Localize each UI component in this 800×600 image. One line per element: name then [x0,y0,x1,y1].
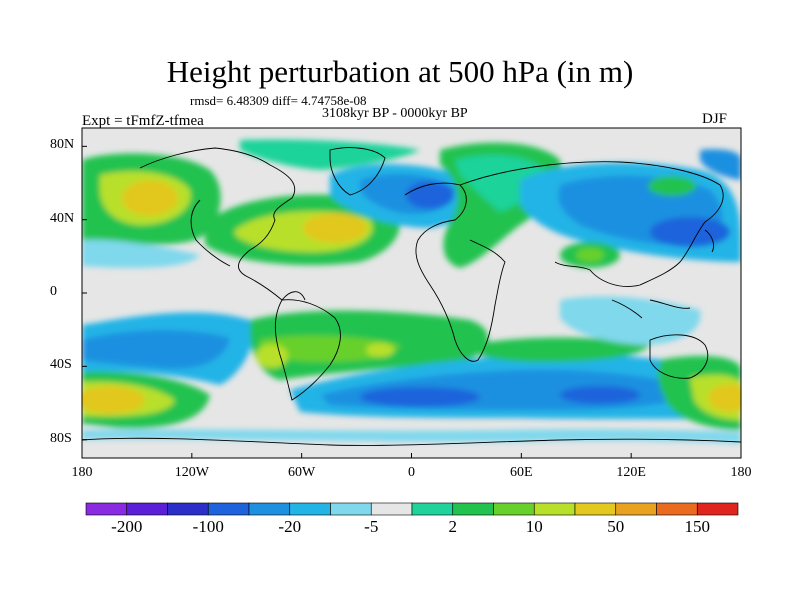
colorbar-label: -20 [278,517,302,536]
colorbar-swatch [411,502,454,516]
colorbar-label: -5 [364,517,379,536]
colorbar-swatch [330,502,372,516]
colorbar-swatch [452,502,494,516]
colorbar-swatch [493,502,535,516]
colorbar-label: 150 [684,517,711,536]
colorbar-label: -200 [111,517,143,536]
map-title: Height perturbation at 500 hPa (in m) [166,54,634,89]
colorbar-swatch [574,502,617,516]
contour-field [82,128,741,458]
lat-label: 80S [50,430,72,446]
colorbar-label: 2 [448,517,458,536]
colorbar-swatch [167,502,209,516]
colorbar-swatch [370,502,413,516]
colorbar-swatch [207,502,250,516]
lon-ticks [81,453,742,458]
lon-label: 0 [408,465,415,480]
colorbar-swatch [656,502,698,516]
colorbar-swatch [696,502,739,516]
colorbar-swatch [248,502,291,516]
colorbar-swatch [289,502,331,516]
colorbar-swatch [615,502,657,516]
colorbar-swatch [85,502,128,516]
stats-label: rmsd= 6.48309 diff= 4.74758e-08 [190,93,367,108]
lat-label: 40N [50,210,75,226]
coastlines [82,147,741,446]
lon-label: 120E [616,465,646,480]
colorbar-swatch [126,502,168,516]
colorbar-swatch [533,502,576,516]
lat-label: 40S [50,357,72,373]
lon-label: 180 [730,465,752,480]
colorbar-label: -100 [192,517,224,536]
colorbar [85,502,739,516]
lat-label: 80N [50,137,75,153]
lon-label: 180 [71,465,93,480]
lat-ticks [82,145,87,441]
lon-label: 120W [174,465,209,480]
subtitle: 3108kyr BP - 0000kyr BP [322,106,468,121]
lat-label: 0 [50,284,57,299]
season-label: DJF [702,111,728,127]
colorbar-label: 50 [607,517,625,536]
lon-label: 60E [510,465,533,480]
experiment-label: Expt = tFmfZ-tfmea [82,113,204,129]
colorbar-label: 10 [525,517,543,536]
lon-label: 60W [288,465,316,480]
